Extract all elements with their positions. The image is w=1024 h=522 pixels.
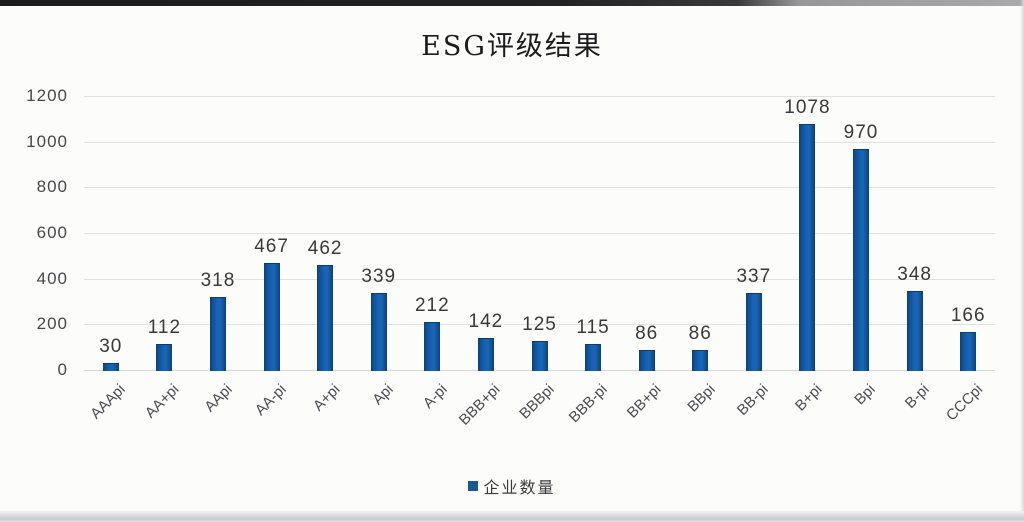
- category-label: AA-pi: [251, 381, 290, 419]
- bar: [156, 344, 173, 371]
- gridline: [84, 187, 995, 189]
- bar: [745, 293, 762, 371]
- category-label: BBB+pi: [456, 381, 504, 429]
- bar: [317, 264, 334, 371]
- bar: [424, 321, 441, 371]
- gridline: [84, 324, 995, 326]
- photo-top-edge: [0, 0, 1024, 6]
- category-label: BBpi: [683, 381, 719, 416]
- bar: [906, 290, 923, 371]
- category-label: CCCpi: [942, 381, 987, 425]
- category-label: Api: [369, 381, 397, 409]
- gridline: [84, 96, 995, 97]
- category-label: AAApi: [87, 381, 129, 423]
- gridline: [84, 233, 995, 234]
- legend-label: 企业数量: [483, 480, 556, 497]
- value-label: 212: [414, 294, 450, 316]
- value-label: 166: [950, 305, 986, 327]
- category-label: BBB-pi: [566, 381, 612, 427]
- y-tick-label: 200: [36, 314, 68, 334]
- y-tick-label: 0: [57, 360, 68, 379]
- category-label: BB+pi: [624, 381, 665, 422]
- photo-right-edge: [1020, 0, 1024, 522]
- bar: [263, 263, 280, 371]
- value-label: 467: [254, 236, 289, 258]
- y-tick-label: 1000: [26, 131, 68, 151]
- category-label: BBBpi: [516, 381, 558, 423]
- category-label: Bpi: [851, 381, 880, 409]
- value-label: 125: [522, 314, 557, 336]
- bar: [209, 297, 226, 371]
- value-label: 970: [843, 121, 879, 143]
- value-label: 86: [635, 323, 659, 345]
- category-label: BB-pi: [733, 381, 772, 419]
- value-label: 115: [576, 316, 610, 338]
- category-label: B-pi: [901, 381, 933, 412]
- category-label: A-pi: [419, 381, 451, 412]
- gridline: [84, 141, 995, 143]
- bar: [477, 337, 494, 371]
- bar: [102, 363, 119, 371]
- gridline: [84, 278, 995, 280]
- bar: [370, 292, 387, 371]
- bar: [692, 350, 709, 371]
- bar: [531, 341, 548, 371]
- category-label: A+pi: [309, 381, 344, 415]
- chart-title: ESG评级结果: [421, 31, 603, 62]
- category-label: AApi: [201, 381, 237, 416]
- bar: [638, 350, 655, 371]
- plot-area: 30 AAApi 112 AA+pi 318 AApi 467 AA-pi 462 A+pi 339…: [84, 96, 995, 429]
- category-label: B+pi: [791, 381, 826, 415]
- category-label: AA+pi: [141, 381, 183, 422]
- bar: [585, 343, 602, 371]
- value-label: 112: [147, 317, 182, 339]
- y-tick-label: 800: [36, 177, 68, 197]
- photo-bottom-edge: [0, 511, 1024, 522]
- value-label: 1078: [784, 96, 831, 118]
- value-label: 337: [736, 266, 772, 288]
- value-label: 142: [468, 310, 504, 332]
- bar: [960, 332, 977, 371]
- legend-swatch-icon: [468, 481, 479, 491]
- value-label: 30: [99, 336, 123, 358]
- y-tick-label: 600: [36, 223, 68, 242]
- y-tick-label: 400: [36, 268, 68, 288]
- value-label: 86: [688, 323, 712, 345]
- bar: [799, 123, 816, 371]
- value-label: 339: [361, 265, 397, 287]
- y-tick-label: 1200: [26, 86, 68, 105]
- bar: [853, 148, 870, 371]
- value-label: 348: [897, 263, 932, 285]
- value-label: 462: [307, 237, 343, 259]
- value-label: 318: [200, 270, 236, 292]
- legend: 企业数量: [0, 474, 1024, 498]
